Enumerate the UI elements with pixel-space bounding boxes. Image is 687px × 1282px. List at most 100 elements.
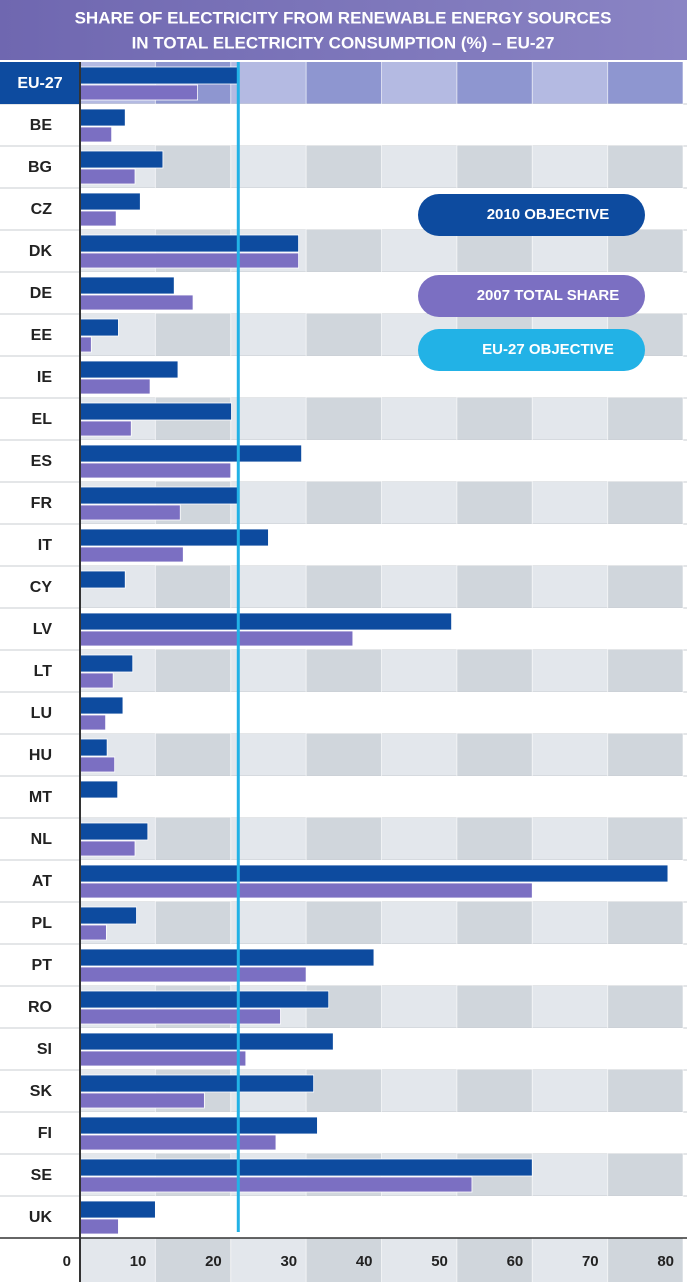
row-cell: [381, 692, 457, 734]
row-cell: [607, 1238, 683, 1282]
bar: [79, 210, 117, 227]
x-tick-label: 40: [356, 1253, 373, 1270]
bar: [79, 840, 136, 857]
row-cell: [155, 902, 231, 944]
category-label: RO: [28, 999, 52, 1016]
row-cell: [306, 356, 382, 398]
bar: [79, 402, 232, 421]
row-cell: [456, 146, 533, 188]
row-cell: [230, 188, 307, 230]
bar: [79, 672, 114, 689]
x-tick-label: 60: [507, 1253, 524, 1270]
row-cell: [306, 1070, 382, 1112]
row-cell: [306, 482, 382, 524]
bar: [79, 780, 119, 799]
bar: [79, 1134, 277, 1151]
bar: [79, 462, 232, 479]
row-cell: [456, 608, 533, 650]
bar: [79, 126, 113, 143]
bar: [79, 486, 239, 505]
category-label: IT: [38, 537, 52, 554]
row-cell: [607, 566, 683, 608]
row-cell: [155, 734, 231, 776]
row-cell: [381, 524, 457, 566]
row-cell: [230, 902, 307, 944]
x-tick-label: 0: [63, 1253, 71, 1270]
category-label: SK: [30, 1083, 53, 1100]
bar: [79, 1008, 281, 1025]
category-label: FI: [38, 1125, 52, 1142]
row-cell: [306, 188, 382, 230]
row-cell: [230, 1196, 307, 1238]
row-cell: [607, 230, 683, 272]
row-cell: [607, 650, 683, 692]
bar: [79, 252, 299, 269]
row-cell: [607, 1154, 683, 1196]
row-cell: [306, 524, 382, 566]
row-cell: [456, 440, 533, 482]
category-label: IE: [37, 369, 52, 386]
row-cell: [381, 1196, 457, 1238]
row-cell: [532, 986, 608, 1028]
row-cell: [155, 188, 231, 230]
row-cell: [456, 566, 533, 608]
category-label: FR: [31, 495, 53, 512]
x-tick-label: 70: [582, 1253, 599, 1270]
category-label: MT: [29, 789, 52, 806]
bar: [79, 966, 307, 983]
row-cell: [532, 650, 608, 692]
row-cell: [607, 482, 683, 524]
bar: [79, 192, 141, 211]
row-cell: [456, 1070, 533, 1112]
row-cell: [230, 356, 307, 398]
row-cell: [532, 1028, 608, 1070]
bar: [79, 150, 164, 169]
row-cell: [306, 776, 382, 818]
row-cell: [532, 1196, 608, 1238]
row-cell: [456, 650, 533, 692]
bar: [79, 756, 116, 773]
row-cell: [230, 314, 307, 356]
row-cell: [306, 314, 382, 356]
row-cell: [155, 314, 231, 356]
x-tick-label: 30: [280, 1253, 297, 1270]
x-tick-label: 20: [205, 1253, 222, 1270]
category-label: EE: [31, 327, 53, 344]
eu-label-bg: [0, 62, 80, 104]
row-cell: [381, 146, 457, 188]
row-cell: [155, 146, 231, 188]
row-cell: [532, 482, 608, 524]
bar: [79, 612, 452, 631]
row-cell: [532, 608, 608, 650]
category-label: LT: [34, 663, 53, 680]
bar: [79, 948, 375, 967]
row-cell: [381, 566, 457, 608]
row-cell: [306, 1112, 382, 1154]
category-label: LV: [33, 621, 53, 638]
row-cell: [532, 944, 608, 986]
row-cell: [456, 482, 533, 524]
row-cell: [456, 1112, 533, 1154]
title-banner: [0, 0, 687, 60]
bar: [79, 822, 149, 841]
row-cell: [607, 986, 683, 1028]
row-cell: [306, 146, 382, 188]
bar: [79, 1032, 334, 1051]
row-cell: [306, 272, 382, 314]
bar: [79, 906, 137, 925]
row-cell: [532, 230, 608, 272]
row-cell: [381, 1070, 457, 1112]
row-cell: [456, 1238, 533, 1282]
row-cell: [381, 104, 457, 146]
row-cell: [607, 692, 683, 734]
bar: [79, 696, 124, 715]
row-cell: [456, 398, 533, 440]
row-cell: [381, 902, 457, 944]
bar: [79, 234, 299, 253]
bar: [79, 1158, 533, 1177]
row-cell: [532, 692, 608, 734]
row-cell: [155, 650, 231, 692]
row-cell: [306, 902, 382, 944]
row-cell: [607, 1112, 683, 1154]
